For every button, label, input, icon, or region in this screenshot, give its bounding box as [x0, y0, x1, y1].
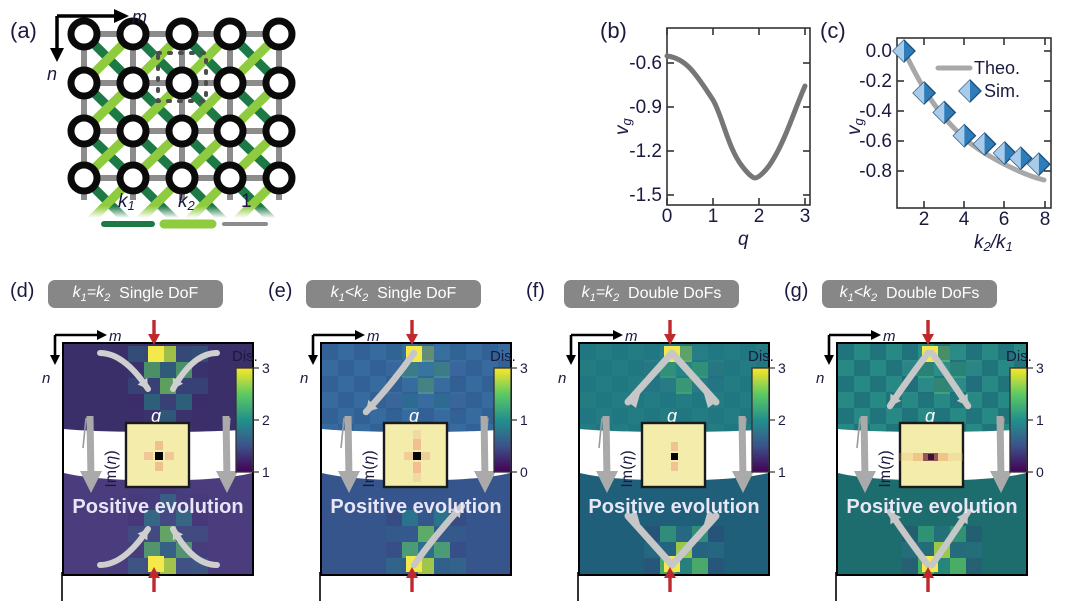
- svg-text:vg: vg: [844, 118, 866, 136]
- svg-text:q: q: [738, 229, 749, 250]
- svg-text:0.0: 0.0: [866, 41, 892, 62]
- svg-text:3: 3: [800, 206, 811, 227]
- svg-text:2: 2: [754, 206, 765, 227]
- svg-text:-0.2: -0.2: [859, 71, 892, 92]
- svg-text:n: n: [47, 64, 57, 84]
- svg-text:0.2: 0.2: [1036, 464, 1044, 480]
- svg-text:-0.6: -0.6: [629, 53, 662, 74]
- svg-text:-0.8: -0.8: [859, 161, 892, 182]
- svg-text:-1.5: -1.5: [629, 185, 662, 206]
- svg-text:1.6: 1.6: [1036, 412, 1044, 428]
- svg-text:8: 8: [1040, 209, 1051, 230]
- svg-text:0: 0: [662, 206, 673, 227]
- svg-text:-0.9: -0.9: [629, 97, 662, 118]
- svg-text:1: 1: [708, 206, 719, 227]
- svg-text:Sim.: Sim.: [984, 81, 1020, 101]
- svg-text:1: 1: [241, 191, 252, 212]
- svg-text:k2/k1: k2/k1: [974, 232, 1013, 254]
- svg-text:Theo.: Theo.: [974, 58, 1020, 78]
- svg-text:6: 6: [999, 209, 1010, 230]
- svg-text:2: 2: [919, 209, 930, 230]
- svg-text:vg: vg: [612, 118, 634, 136]
- svg-text:-1.2: -1.2: [629, 141, 662, 162]
- svg-text:m: m: [132, 7, 147, 27]
- svg-text:4: 4: [959, 209, 970, 230]
- svg-text:3: 3: [1036, 360, 1044, 376]
